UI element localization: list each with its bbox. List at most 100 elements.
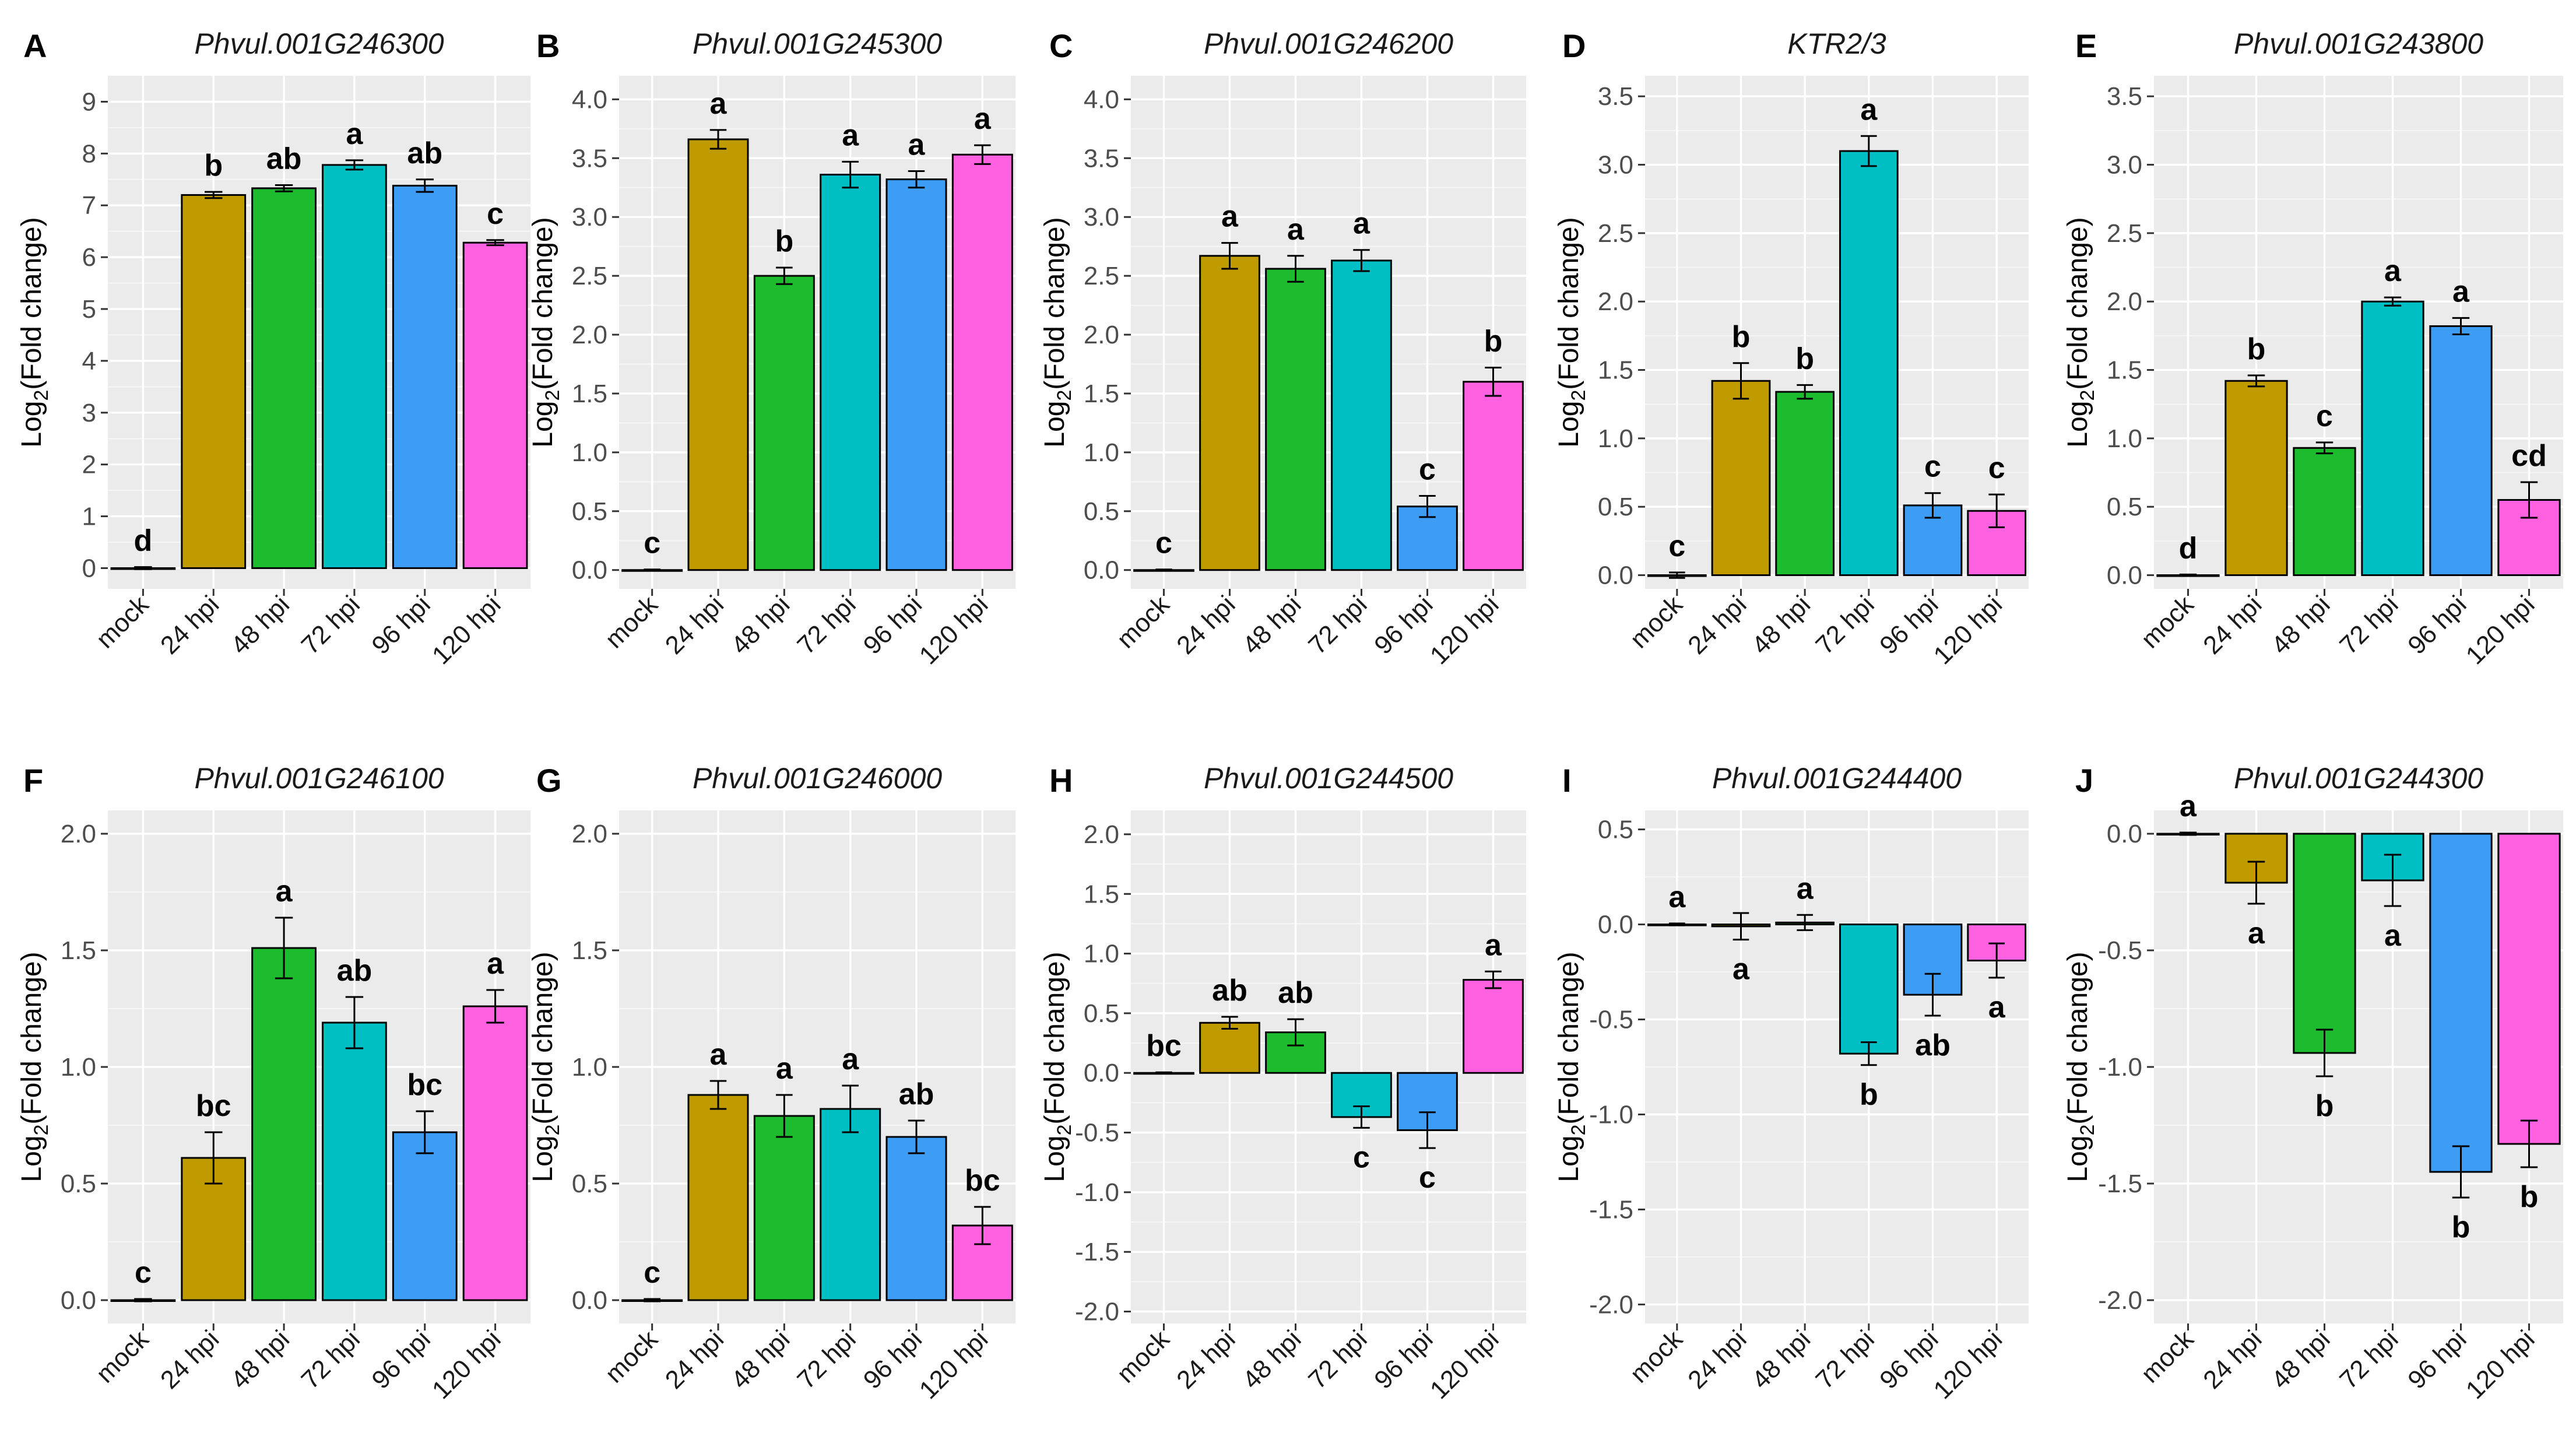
y-tick-label: -0.5 [2098, 936, 2142, 965]
y-axis-title: Log2(Fold change) [16, 952, 52, 1182]
y-tick-label: 0.0 [572, 556, 607, 585]
significance-letter: d [134, 524, 153, 558]
y-tick-label: 1.5 [1598, 356, 1633, 385]
y-tick-label: 0.5 [61, 1170, 96, 1198]
panel-letter: I [1562, 762, 1572, 799]
significance-letter: ab [407, 136, 442, 170]
x-category-label: 48 hpi [226, 590, 295, 659]
significance-letter: a [842, 118, 859, 152]
panel-g: 0.0 0.5 1.0 1.5 2.0 c mock a 24 hpi a 48 hpi a 72 hp… [528, 762, 1015, 1405]
significance-letter: a [487, 947, 504, 981]
bar-72-hpi [820, 174, 881, 571]
bar-72-hpi [322, 1021, 387, 1301]
y-tick-label: 0.5 [2107, 493, 2142, 521]
y-tick-label: -1.0 [1589, 1100, 1633, 1129]
y-axis-title-main: Log [1039, 1135, 1070, 1182]
y-axis-title: Log2(Fold change) [16, 217, 52, 447]
bar-96-hpi [1903, 924, 1963, 996]
bar-72-hpi [1331, 259, 1392, 571]
significance-letter: a [1485, 928, 1502, 962]
x-category-label: 96 hpi [366, 590, 435, 659]
y-tick-label: 9 [82, 87, 96, 116]
bar-24-hpi [687, 1094, 749, 1301]
y-axis-title-rest: (Fold change) [2062, 952, 2093, 1124]
x-category-label: 48 hpi [1746, 1325, 1816, 1394]
x-category-label: 48 hpi [1237, 590, 1306, 659]
x-category-label: mock [2136, 1325, 2200, 1389]
plot-background [1645, 76, 2029, 589]
panel-letter: G [536, 762, 562, 799]
y-tick-label: 1.5 [1084, 380, 1119, 408]
bar-48-hpi [251, 947, 317, 1301]
significance-letter: b [1860, 1078, 1878, 1112]
y-axis-title: Log2(Fold change) [1039, 217, 1076, 447]
x-category-label: 72 hpi [2334, 590, 2403, 659]
significance-letter: cd [2511, 439, 2547, 473]
y-tick-label: 0.0 [2107, 820, 2142, 848]
y-tick-label: 1.0 [572, 438, 607, 467]
y-tick-label: 0.0 [2107, 561, 2142, 590]
bar-120-hpi [1463, 979, 1524, 1074]
panel-title: Phvul.001G245300 [693, 27, 942, 60]
y-axis-title-subscript: 2 [2076, 390, 2099, 401]
y-tick-label: 1 [82, 503, 96, 531]
y-tick-label: -2.0 [1589, 1290, 1633, 1319]
x-category-label: 120 hpi [2461, 1325, 2540, 1405]
panel-title: Phvul.001G246200 [1204, 27, 1453, 60]
y-tick-label: 2 [82, 451, 96, 479]
significance-letter: a [2180, 789, 2197, 823]
significance-letter: bc [1146, 1029, 1182, 1063]
y-tick-label: 1.0 [1598, 424, 1633, 453]
y-axis-title: Log2(Fold change) [528, 952, 564, 1182]
bar-24-hpi [1711, 380, 1771, 577]
y-tick-label: 4.0 [1084, 85, 1119, 114]
x-category-label: 72 hpi [296, 590, 366, 659]
y-tick-label: 1.0 [2107, 424, 2142, 453]
y-tick-label: 1.5 [61, 936, 96, 965]
bar-24-hpi [1199, 255, 1260, 571]
x-category-label: mock [1625, 1325, 1689, 1389]
bar-72-hpi [820, 1108, 881, 1301]
y-axis-title-rest: (Fold change) [16, 952, 47, 1124]
significance-letter: b [204, 149, 223, 182]
significance-letter: bc [407, 1068, 442, 1102]
bar-96-hpi [885, 1136, 947, 1301]
panel-c: 0.0 0.5 1.0 1.5 2.0 2.5 3.0 3.5 4.0 c mock a 24 hpi a… [1039, 27, 1526, 670]
bar-48-hpi [2293, 833, 2356, 1054]
significance-letter: ab [1212, 974, 1247, 1007]
y-tick-label: 0.0 [1598, 911, 1633, 939]
significance-letter: bc [965, 1164, 1000, 1198]
x-category-label: mock [2136, 590, 2200, 654]
significance-letter: c [1353, 1140, 1370, 1174]
significance-letter: a [1353, 207, 1370, 241]
y-axis-title-main: Log [2062, 401, 2093, 447]
x-category-label: 120 hpi [914, 590, 994, 670]
y-axis-title-main: Log [2062, 1135, 2093, 1182]
x-category-label: 24 hpi [1682, 1325, 1752, 1394]
significance-letter: a [776, 1052, 793, 1086]
y-tick-label: 3.0 [1084, 203, 1119, 231]
x-category-label: mock [1112, 1325, 1176, 1389]
x-category-label: 120 hpi [1928, 590, 2008, 670]
significance-letter: a [908, 128, 926, 161]
x-category-label: 120 hpi [427, 590, 507, 670]
panel-letter: A [23, 27, 47, 64]
significance-letter: a [276, 875, 293, 908]
y-axis-title-rest: (Fold change) [1039, 217, 1070, 389]
panel-title: Phvul.001G246000 [693, 762, 942, 795]
significance-letter: a [1221, 200, 1239, 234]
significance-letter: a [346, 117, 363, 151]
y-axis-title: Log2(Fold change) [2062, 952, 2099, 1182]
panel-letter: D [1562, 27, 1586, 64]
significance-letter: c [1668, 529, 1685, 563]
y-tick-label: 2.0 [1598, 287, 1633, 316]
bar-120-hpi [2497, 833, 2561, 1145]
significance-letter: a [1287, 213, 1305, 247]
bar-24-hpi [687, 138, 749, 571]
x-category-label: mock [91, 1325, 155, 1389]
significance-letter: a [2384, 919, 2402, 953]
y-tick-label: -1.5 [1075, 1238, 1119, 1266]
panel-f: 0.0 0.5 1.0 1.5 2.0 c mock bc 24 hpi a 48 hpi ab 72 … [16, 762, 530, 1405]
y-tick-label: 3.0 [572, 203, 607, 231]
y-axis-title-rest: (Fold change) [1554, 217, 1584, 389]
